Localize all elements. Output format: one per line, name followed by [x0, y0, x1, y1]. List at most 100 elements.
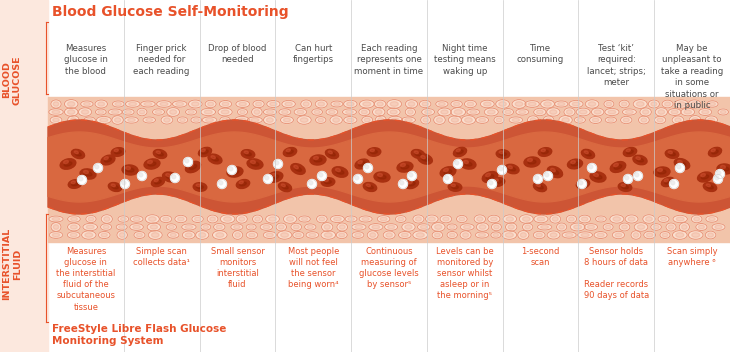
Ellipse shape	[210, 217, 215, 221]
Ellipse shape	[688, 100, 701, 108]
Ellipse shape	[266, 110, 274, 114]
Ellipse shape	[606, 102, 612, 106]
Ellipse shape	[291, 223, 301, 231]
Ellipse shape	[710, 102, 715, 106]
Ellipse shape	[440, 215, 452, 223]
Ellipse shape	[117, 231, 128, 239]
Ellipse shape	[654, 167, 670, 177]
Ellipse shape	[658, 109, 665, 114]
Ellipse shape	[634, 223, 648, 231]
Ellipse shape	[464, 100, 477, 108]
Ellipse shape	[637, 102, 644, 106]
Ellipse shape	[453, 102, 460, 106]
Ellipse shape	[444, 168, 448, 171]
Ellipse shape	[619, 100, 629, 108]
Ellipse shape	[374, 172, 390, 182]
Ellipse shape	[144, 159, 160, 169]
Circle shape	[545, 173, 549, 177]
Ellipse shape	[405, 180, 418, 189]
Ellipse shape	[434, 225, 442, 230]
Ellipse shape	[593, 174, 599, 177]
Ellipse shape	[219, 100, 231, 108]
Ellipse shape	[333, 118, 339, 122]
Ellipse shape	[120, 217, 126, 221]
Ellipse shape	[280, 117, 293, 124]
Ellipse shape	[122, 165, 138, 175]
Ellipse shape	[189, 164, 196, 169]
Ellipse shape	[205, 100, 216, 108]
Ellipse shape	[182, 224, 196, 230]
Ellipse shape	[68, 216, 80, 222]
Ellipse shape	[524, 157, 540, 167]
Ellipse shape	[436, 101, 448, 107]
Circle shape	[713, 175, 723, 183]
Ellipse shape	[188, 163, 193, 167]
Ellipse shape	[153, 150, 166, 158]
Ellipse shape	[613, 217, 620, 221]
Ellipse shape	[201, 224, 211, 230]
Ellipse shape	[476, 117, 488, 124]
Ellipse shape	[328, 110, 335, 114]
Ellipse shape	[366, 184, 370, 187]
Ellipse shape	[491, 217, 497, 221]
Ellipse shape	[83, 102, 91, 106]
Ellipse shape	[253, 215, 263, 223]
Ellipse shape	[98, 102, 104, 106]
Ellipse shape	[196, 185, 204, 189]
Ellipse shape	[85, 215, 96, 222]
Ellipse shape	[408, 102, 415, 106]
Ellipse shape	[185, 225, 193, 229]
Ellipse shape	[470, 110, 477, 114]
Ellipse shape	[619, 223, 630, 231]
Ellipse shape	[494, 179, 499, 182]
Ellipse shape	[112, 101, 124, 107]
Ellipse shape	[456, 215, 467, 222]
Ellipse shape	[537, 224, 552, 230]
Ellipse shape	[377, 102, 383, 106]
Ellipse shape	[334, 102, 340, 106]
Ellipse shape	[696, 224, 707, 231]
Ellipse shape	[266, 233, 273, 237]
Ellipse shape	[317, 215, 327, 223]
Ellipse shape	[523, 223, 533, 231]
Ellipse shape	[626, 149, 631, 152]
Ellipse shape	[86, 225, 94, 229]
Ellipse shape	[597, 233, 604, 237]
Ellipse shape	[300, 118, 308, 122]
Ellipse shape	[654, 116, 666, 124]
Text: Simple scan
collects data¹: Simple scan collects data¹	[134, 247, 190, 267]
Ellipse shape	[313, 157, 318, 159]
Ellipse shape	[467, 102, 474, 106]
Ellipse shape	[541, 149, 545, 152]
Ellipse shape	[646, 233, 653, 237]
Text: Test ‘kit’
required:
lancet; strips;
meter: Test ‘kit’ required: lancet; strips; met…	[587, 44, 646, 87]
Ellipse shape	[352, 232, 364, 238]
Circle shape	[589, 165, 593, 169]
Ellipse shape	[108, 183, 122, 191]
Ellipse shape	[69, 180, 82, 188]
Ellipse shape	[185, 233, 192, 237]
Circle shape	[93, 163, 102, 172]
Ellipse shape	[194, 217, 201, 221]
Ellipse shape	[692, 118, 699, 122]
Ellipse shape	[53, 233, 60, 237]
Ellipse shape	[348, 217, 354, 221]
Ellipse shape	[321, 222, 333, 231]
Ellipse shape	[211, 156, 215, 159]
Ellipse shape	[405, 100, 418, 108]
Ellipse shape	[193, 118, 199, 122]
Ellipse shape	[542, 150, 548, 154]
Circle shape	[444, 175, 453, 183]
Ellipse shape	[675, 158, 690, 169]
Ellipse shape	[64, 100, 78, 108]
Ellipse shape	[312, 109, 323, 115]
Ellipse shape	[709, 217, 715, 221]
Ellipse shape	[248, 225, 254, 229]
Ellipse shape	[163, 217, 169, 221]
Ellipse shape	[662, 233, 668, 237]
Ellipse shape	[177, 117, 188, 123]
Ellipse shape	[119, 233, 125, 237]
Ellipse shape	[339, 225, 345, 229]
Ellipse shape	[116, 224, 127, 230]
Ellipse shape	[68, 116, 79, 124]
